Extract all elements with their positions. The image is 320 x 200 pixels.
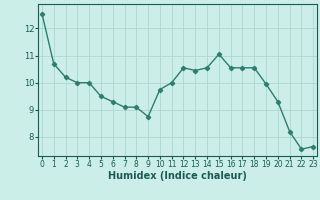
X-axis label: Humidex (Indice chaleur): Humidex (Indice chaleur) xyxy=(108,171,247,181)
